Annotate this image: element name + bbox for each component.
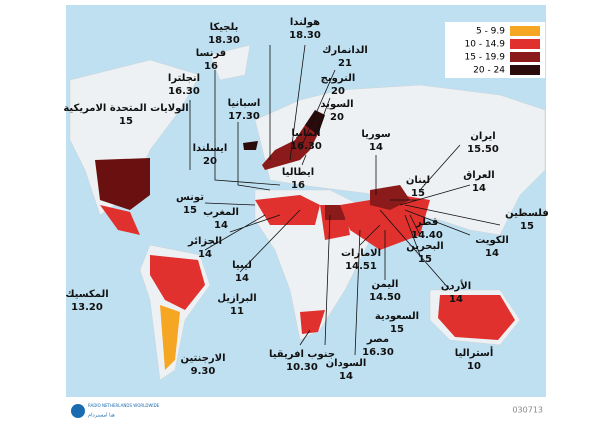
country-name: أستراليا (455, 346, 494, 359)
country-name: هولندا (290, 17, 320, 28)
country-name: الامارات (341, 248, 381, 259)
legend-label: 5 - 9.9 (476, 27, 505, 37)
country-value: 16.30 (168, 86, 200, 97)
country-name: اسبانيا (228, 98, 261, 109)
country-value: 20 (331, 86, 345, 97)
country-value: 10 (467, 361, 481, 372)
country-name: سوريا (361, 129, 391, 140)
country-value: 16 (204, 61, 218, 72)
leader-lines (189, 44, 501, 356)
country-value: 15 (411, 188, 425, 199)
land (69, 44, 546, 381)
country-name: فلسطين (505, 208, 549, 219)
country-name: ليبيا (232, 260, 252, 271)
country-name: المكسيك (65, 289, 108, 300)
country-name: العراق (463, 170, 494, 181)
country-value: 21 (338, 58, 352, 69)
country-value: 14 (235, 273, 249, 284)
country-name: بلجيكا (210, 22, 239, 33)
country-name: ايران (470, 131, 495, 142)
legend-swatch (510, 65, 540, 75)
legend-swatch (510, 26, 540, 36)
country-value: 16.30 (362, 347, 394, 358)
country-name: ايسلندا (193, 143, 228, 154)
legend-label: 20 - 24 (473, 66, 505, 76)
country-name: الولايات المتحدة الامريكية (63, 103, 188, 114)
country-name: اليمن (372, 279, 399, 290)
country-name: لبنان (406, 175, 430, 186)
country-value: 14 (369, 142, 383, 153)
country-name: السويد (320, 99, 353, 110)
country-name: قطر (415, 217, 439, 228)
country-value: 11 (230, 306, 244, 317)
logo: RADIO NETHERLANDS WORLDWIDE هنا امستردام (71, 403, 160, 419)
country-value: 14.51 (345, 261, 377, 272)
country-value: 15 (119, 116, 133, 127)
country-value: 9.30 (191, 366, 216, 377)
country-name: انجلترا (168, 73, 200, 84)
logo-text-arabic: هنا امستردام (88, 413, 115, 419)
country-value: 15 (418, 254, 432, 265)
country-value: 14 (449, 294, 463, 305)
country-value: 18.30 (289, 30, 321, 41)
country-value: 15.50 (467, 144, 499, 155)
country-name: الكويت (475, 235, 509, 246)
labels: بلجيكا 18.30 هولندا 18.30 فرنسا 16 الدانمارك 21… (63, 17, 548, 382)
country-value: 15 (183, 205, 197, 216)
country-name: جنوب افريقيا (269, 349, 335, 360)
country-value: 15 (520, 221, 534, 232)
country-name: فرنسا (196, 48, 226, 59)
legend-label: 10 - 14.9 (465, 40, 506, 50)
code: 030713 (512, 406, 543, 415)
country-value: 17.30 (228, 111, 260, 122)
country-name: الدانمارك (322, 45, 368, 56)
country-value: 14.40 (411, 230, 443, 241)
country-name: الأردن (441, 279, 471, 292)
country-value: 16 (291, 180, 305, 191)
country-value: 13.20 (71, 302, 103, 313)
country-name: الجزائر (187, 236, 222, 247)
logo-text: RADIO NETHERLANDS WORLDWIDE (88, 403, 160, 408)
country-name: ألمانيا (291, 126, 320, 139)
country-name: السعودية (375, 311, 419, 322)
country-value: 18.30 (208, 35, 240, 46)
country-name: مصر (366, 334, 389, 345)
country-value: 14 (214, 220, 228, 231)
country-value: 20 (203, 156, 217, 167)
country-name: البحرين (406, 241, 443, 252)
country-value: 14 (339, 371, 353, 382)
country-value: 16.30 (290, 141, 322, 152)
legend-swatch (510, 52, 540, 62)
country-name: النرويج (321, 73, 356, 84)
country-name: المغرب (203, 207, 239, 218)
country-value: 14 (485, 248, 499, 259)
legend-swatch (510, 39, 540, 49)
country-value: 14 (198, 249, 212, 260)
country-name: ايطاليا (282, 167, 314, 178)
country-name: الارجنتين (180, 353, 225, 364)
legend-label: 15 - 19.9 (465, 53, 506, 63)
country-name: السودان (326, 358, 367, 369)
country-name: تونس (176, 192, 204, 203)
country-value: 15 (390, 324, 404, 335)
legend: 5 - 9.9 10 - 14.9 15 - 19.9 20 - 24 (445, 22, 545, 78)
country-value: 14 (472, 183, 486, 194)
country-value: 14.50 (369, 292, 401, 303)
country-value: 20 (330, 112, 344, 123)
country-name: البرازيل (217, 293, 256, 304)
country-value: 10.30 (286, 362, 318, 373)
